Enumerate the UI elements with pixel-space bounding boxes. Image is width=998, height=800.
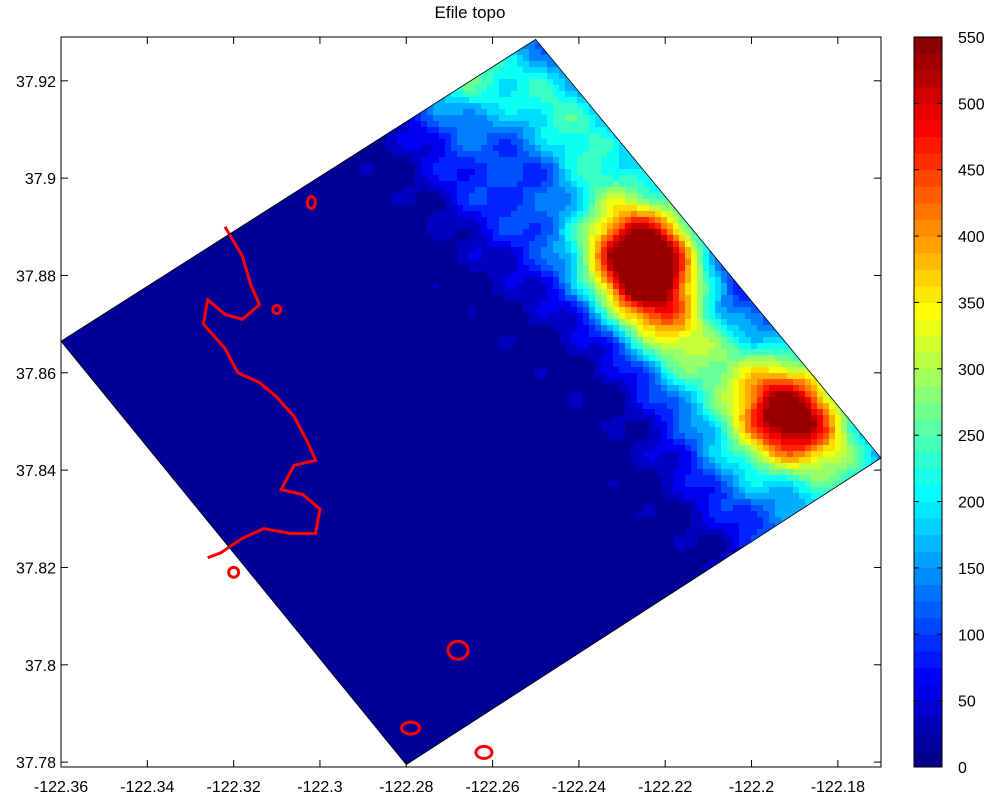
coastline-island: [446, 639, 470, 661]
colorbar-tick-label: 50: [958, 694, 976, 711]
coastline-island: [271, 304, 283, 316]
x-tick-label: -122.26: [465, 779, 519, 796]
x-tick-label: -122.3: [297, 779, 342, 796]
colorbar: 0 50 100 150 200 250 300 350 400 450 500 550: [913, 30, 985, 777]
x-axis: -122.36 -122.34 -122.32 -122.3 -122.28 -122.2…: [34, 37, 865, 796]
y-tick-label: 37.88: [16, 268, 56, 285]
coastline: [201, 194, 494, 760]
colorbar-tick-label: 150: [958, 561, 985, 578]
colorbar-tick-label: 400: [958, 229, 985, 246]
x-tick-label: -122.2: [729, 779, 774, 796]
colorbar-frame: [913, 36, 943, 768]
coastline-island: [400, 720, 422, 736]
colorbar-tick-label: 550: [958, 30, 985, 47]
colorbar-tick-label: 0: [958, 760, 967, 777]
y-tick-label: 37.78: [16, 755, 56, 772]
coastline-island: [474, 744, 494, 760]
chart-title: Efile topo: [435, 3, 506, 22]
x-tick-label: -122.32: [206, 779, 260, 796]
coastline-island: [227, 565, 241, 579]
coastline-island: [305, 194, 317, 210]
colorbar-tick-label: 200: [958, 495, 985, 512]
domain-outline: [60, 38, 882, 766]
x-tick-label: -122.24: [552, 779, 606, 796]
colorbar-tick-label: 350: [958, 295, 985, 312]
x-tick-label: -122.28: [379, 779, 433, 796]
colorbar-tick-label: 500: [958, 96, 985, 113]
colorbar-tick-label: 450: [958, 163, 985, 180]
y-tick-label: 37.8: [25, 658, 56, 675]
plot-frame: [60, 36, 882, 768]
x-tick-label: -122.18: [811, 779, 865, 796]
x-tick-label: -122.36: [34, 779, 88, 796]
x-tick-label: -122.34: [120, 779, 174, 796]
x-tick-label: -122.22: [638, 779, 692, 796]
coastline-main: [201, 226, 322, 560]
y-tick-label: 37.84: [16, 463, 56, 480]
colorbar-tick-label: 100: [958, 627, 985, 644]
y-tick-label: 37.86: [16, 366, 56, 383]
y-tick-label: 37.82: [16, 560, 56, 577]
y-tick-label: 37.92: [16, 74, 56, 91]
y-axis: 37.78 37.8 37.82 37.84 37.86 37.88 37.9 37.92: [16, 74, 881, 772]
y-tick-label: 37.9: [25, 171, 56, 188]
colorbar-tick-label: 300: [958, 362, 985, 379]
colorbar-tick-label: 250: [958, 428, 985, 445]
